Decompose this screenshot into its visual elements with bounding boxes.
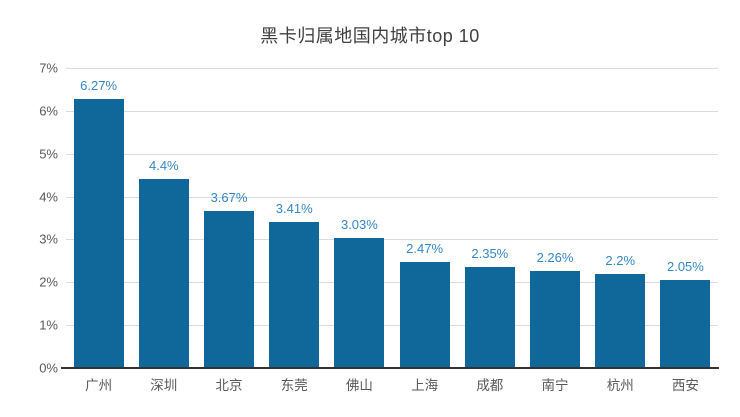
- x-axis-tick-label: 西安: [671, 378, 699, 393]
- gridline: [66, 325, 718, 327]
- bar-value-label: 3.67%: [210, 189, 248, 205]
- bar-value-label: 2.26%: [536, 250, 574, 266]
- y-axis: 0% 1% 2% 3% 4% 5% 6% 7%: [0, 61, 58, 376]
- bar-slot: 2.35%: [457, 68, 522, 368]
- x-axis-tick-label: 南宁: [541, 378, 569, 393]
- bars-container: 6.27% 4.4% 3.67% 3.41% 3.03% 2.47% 2.35% 2.26% 2…: [66, 68, 718, 368]
- bar-slot: 4.4%: [131, 68, 196, 368]
- x-axis-tick-label: 广州: [85, 378, 113, 393]
- x-axis-tick-label: 深圳: [150, 378, 178, 393]
- bar-value-label: 3.03%: [340, 217, 378, 233]
- gridline: [66, 282, 718, 284]
- bar-slot: 3.41%: [262, 68, 327, 368]
- y-axis-tick-label: 7%: [39, 60, 58, 76]
- bar-value-label: 6.27%: [80, 78, 118, 94]
- chart-title: 黑卡归属地国内城市top 10: [260, 26, 480, 46]
- bar: [334, 238, 385, 368]
- y-axis-tick-label: 1%: [39, 317, 58, 333]
- x-axis-tick-label: 上海: [411, 378, 439, 393]
- y-axis-tick-label: 0%: [39, 360, 58, 376]
- bar: [530, 271, 581, 368]
- x-axis-tick-label: 成都: [476, 378, 504, 393]
- bar: [73, 99, 124, 368]
- bar-value-label: 3.41%: [275, 200, 313, 216]
- bar: [464, 267, 515, 368]
- plot-area: 6.27% 4.4% 3.67% 3.41% 3.03% 2.47% 2.35% 2.26% 2…: [61, 68, 719, 369]
- y-axis-tick-label: 6%: [39, 103, 58, 119]
- x-axis-line: [61, 367, 719, 369]
- bar-slot: 3.67%: [196, 68, 261, 368]
- x-axis-tick-label: 北京: [215, 378, 243, 393]
- bar-slot: 2.2%: [588, 68, 653, 368]
- y-axis-tick-label: 5%: [39, 146, 58, 162]
- y-axis-tick-label: 3%: [39, 231, 58, 247]
- x-axis-tick-label: 东莞: [280, 378, 308, 393]
- x-axis-tick-label: 佛山: [345, 378, 373, 393]
- gridline: [66, 239, 718, 241]
- bar: [399, 262, 450, 368]
- bar-slot: 6.27%: [66, 68, 131, 368]
- bar: [660, 280, 711, 368]
- bar-value-label: 2.05%: [666, 259, 704, 275]
- gridline: [66, 153, 718, 155]
- gridline: [66, 196, 718, 198]
- bar-slot: 3.03%: [327, 68, 392, 368]
- y-axis-tick-label: 4%: [39, 189, 58, 205]
- bar-value-label: 2.35%: [471, 246, 509, 262]
- bar: [269, 221, 320, 368]
- bar-value-label: 4.4%: [148, 158, 179, 174]
- bar-slot: 2.47%: [392, 68, 457, 368]
- bar-value-label: 2.2%: [605, 252, 636, 268]
- bar-value-label: 2.47%: [406, 241, 444, 257]
- x-axis: 广州 深圳 北京 东莞 佛山 上海 成都 南宁 杭州 西安: [66, 374, 718, 394]
- bar: [204, 210, 254, 368]
- y-axis-tick-label: 2%: [39, 274, 58, 290]
- bar-slot: 2.05%: [653, 68, 718, 368]
- gridline: [66, 68, 718, 69]
- x-axis-tick-label: 杭州: [606, 378, 634, 393]
- bar: [138, 179, 189, 368]
- gridline: [66, 110, 718, 112]
- bar: [595, 273, 646, 368]
- bar-slot: 2.26%: [522, 68, 587, 368]
